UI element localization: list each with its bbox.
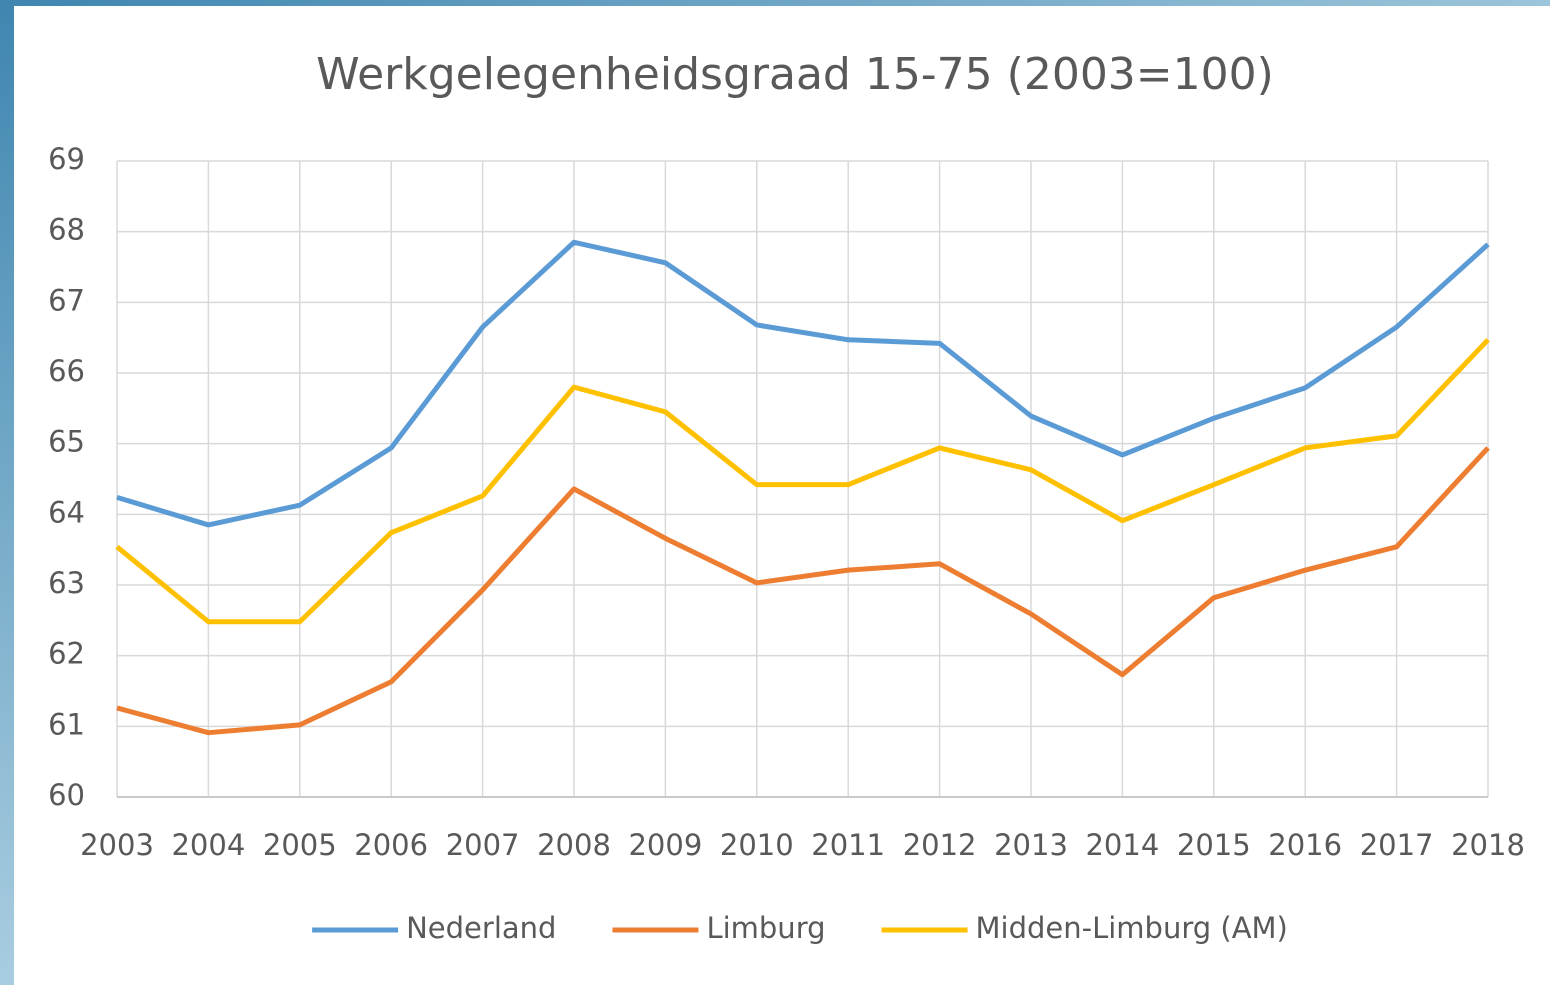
y-tick-label: 61 bbox=[48, 707, 85, 741]
x-tick-label: 2017 bbox=[1360, 828, 1434, 862]
y-tick-label: 67 bbox=[48, 283, 85, 317]
legend-label: Midden-Limburg (AM) bbox=[976, 911, 1288, 945]
x-tick-label: 2005 bbox=[263, 828, 337, 862]
legend-label: Nederland bbox=[406, 911, 556, 945]
frame-edge bbox=[0, 0, 14, 985]
x-tick-label: 2015 bbox=[1177, 828, 1251, 862]
y-tick-label: 69 bbox=[48, 142, 85, 176]
x-tick-label: 2012 bbox=[903, 828, 977, 862]
x-tick-label: 2007 bbox=[446, 828, 520, 862]
y-tick-label: 68 bbox=[48, 213, 85, 247]
y-tick-label: 65 bbox=[48, 425, 85, 459]
x-tick-label: 2014 bbox=[1085, 828, 1159, 862]
y-tick-label: 62 bbox=[48, 637, 85, 671]
x-tick-label: 2011 bbox=[811, 828, 885, 862]
series-line bbox=[116, 239, 1490, 528]
x-tick-label: 2018 bbox=[1451, 828, 1525, 862]
series-line bbox=[116, 446, 1490, 736]
x-tick-label: 2003 bbox=[80, 828, 154, 862]
x-tick-label: 2006 bbox=[354, 828, 428, 862]
y-tick-label: 66 bbox=[48, 354, 85, 388]
x-tick-label: 2008 bbox=[537, 828, 611, 862]
x-tick-label: 2010 bbox=[720, 828, 794, 862]
y-tick-label: 63 bbox=[48, 566, 85, 600]
x-tick-label: 2004 bbox=[171, 828, 245, 862]
chart-title: Werkgelegenheidsgraad 15-75 (2003=100) bbox=[316, 49, 1274, 100]
x-tick-label: 2013 bbox=[994, 828, 1068, 862]
x-tick-label: 2016 bbox=[1268, 828, 1342, 862]
y-tick-label: 64 bbox=[48, 495, 85, 529]
series-line bbox=[115, 338, 1490, 625]
y-tick-label: 60 bbox=[48, 778, 85, 812]
x-tick-label: 2009 bbox=[628, 828, 702, 862]
frame-edge bbox=[0, 0, 1550, 6]
legend-label: Limburg bbox=[706, 911, 825, 945]
